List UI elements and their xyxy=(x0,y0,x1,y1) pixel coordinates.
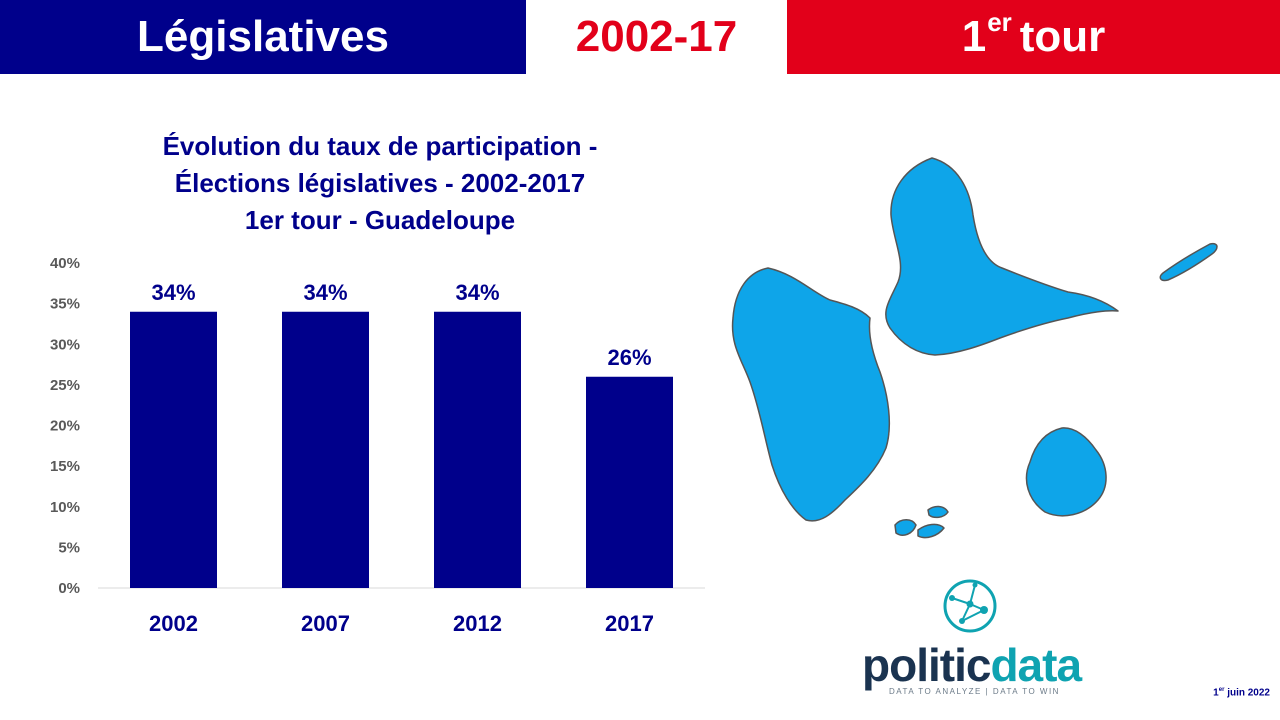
header-left-title: Législatives xyxy=(137,12,389,61)
header-center-band: 2002-17 xyxy=(526,0,787,74)
y-tick-label: 35% xyxy=(50,296,80,313)
chart-title-line-2: Élections législatives - 2002-2017 xyxy=(174,168,586,198)
date-day: 1 xyxy=(1213,687,1219,699)
y-tick-label: 5% xyxy=(58,539,80,556)
header-right-sup: er xyxy=(987,7,1012,38)
header-right-rest: tour xyxy=(1019,12,1106,61)
chart-title: Évolution du taux de participation - Éle… xyxy=(100,128,660,239)
data-label-2007: 34% xyxy=(303,280,347,305)
header-center-title: 2002-17 xyxy=(575,12,738,61)
y-tick-label: 30% xyxy=(50,336,80,353)
header-left-band: Législatives xyxy=(0,0,526,74)
data-label-2012: 34% xyxy=(455,280,499,305)
y-tick-label: 20% xyxy=(50,418,80,435)
y-tick-label: 25% xyxy=(50,377,80,394)
bar-chart: 0% 5% 10% 15% 20% 25% 30% 35% 40% 34% 2002 34% 2007 3… xyxy=(50,255,705,636)
logo-part-politic: politic xyxy=(862,639,991,691)
logo-tagline: DATA TO ANALYZE | DATA TO WIN xyxy=(889,687,1060,696)
y-tick-label: 40% xyxy=(50,255,80,272)
map-marie-galante xyxy=(1025,427,1107,517)
y-tick-label: 10% xyxy=(50,499,80,516)
data-label-2017: 26% xyxy=(607,345,651,370)
date-sup: er xyxy=(1218,687,1225,693)
bar-2002 xyxy=(130,311,217,588)
chart-title-line-1: Évolution du taux de participation - xyxy=(162,131,598,161)
logo-part-data: data xyxy=(990,639,1082,691)
map-grande-terre xyxy=(885,157,1119,356)
bar-2007 xyxy=(282,311,369,588)
date-label: 1er juin 2022 xyxy=(1213,687,1270,698)
y-tick-label: 0% xyxy=(58,580,80,597)
chart-title-line-3: 1er tour - Guadeloupe xyxy=(244,205,516,235)
data-label-2002: 34% xyxy=(151,280,195,305)
bar-2017 xyxy=(586,376,673,588)
map-basse-terre xyxy=(731,267,891,522)
map-desirade xyxy=(1159,242,1218,282)
header-right-title: 1er tour xyxy=(961,9,1106,62)
map-les-saintes-2 xyxy=(917,523,945,539)
logo-wordmark: politicdata xyxy=(862,638,1082,692)
header-right-main: 1 xyxy=(961,12,987,61)
x-tick-label-2007: 2007 xyxy=(301,611,350,636)
y-tick-label: 15% xyxy=(50,458,80,475)
guadeloupe-map xyxy=(731,157,1218,539)
header-right-band: 1er tour xyxy=(787,0,1280,74)
map-les-saintes-3 xyxy=(927,505,949,519)
x-tick-label-2017: 2017 xyxy=(605,611,654,636)
bar-2012 xyxy=(434,311,521,588)
network-globe-icon xyxy=(943,579,997,633)
map-les-saintes-1 xyxy=(894,519,917,536)
date-rest: juin 2022 xyxy=(1227,687,1270,699)
x-tick-label-2002: 2002 xyxy=(149,611,198,636)
x-tick-label-2012: 2012 xyxy=(453,611,502,636)
